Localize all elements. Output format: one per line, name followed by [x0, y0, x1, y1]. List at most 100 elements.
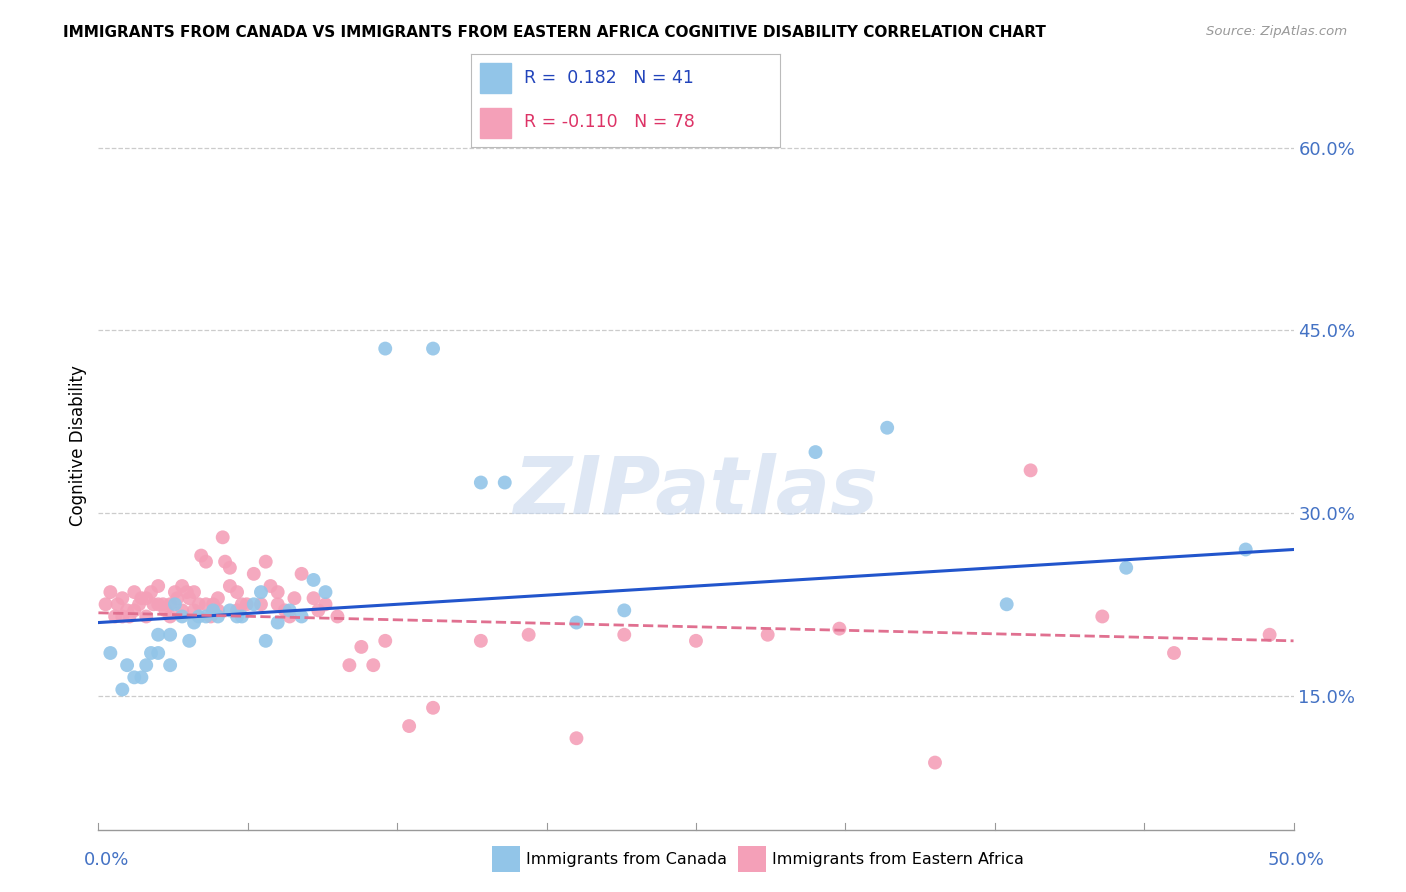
Point [267, 585, 290, 599]
Point [267, 597, 290, 611]
Y-axis label: Cognitive Disability: Cognitive Disability [69, 366, 87, 526]
Point [231, 597, 253, 611]
Point [1091, 609, 1114, 624]
Point [278, 609, 301, 624]
Point [159, 658, 181, 673]
Point [214, 555, 236, 569]
Point [139, 646, 162, 660]
Point [179, 591, 201, 606]
Point [254, 633, 277, 648]
Point [155, 603, 177, 617]
Point [131, 670, 153, 684]
Point [179, 633, 201, 648]
Point [183, 585, 205, 599]
Point [274, 603, 297, 617]
Point [172, 579, 194, 593]
Point [211, 530, 233, 544]
Point [1019, 463, 1042, 477]
Point [135, 591, 157, 606]
Point [302, 573, 325, 587]
Point [207, 591, 229, 606]
Point [202, 597, 225, 611]
Point [250, 597, 273, 611]
Point [1234, 542, 1257, 557]
Point [163, 585, 186, 599]
Point [350, 640, 373, 654]
Point [804, 445, 827, 459]
Point [98, 646, 122, 660]
Text: R = -0.110   N = 78: R = -0.110 N = 78 [523, 113, 695, 131]
Text: Source: ZipAtlas.com: Source: ZipAtlas.com [1206, 25, 1347, 38]
Point [111, 682, 134, 697]
Point [254, 555, 277, 569]
Point [207, 603, 229, 617]
Point [291, 609, 314, 624]
Point [470, 475, 492, 490]
Point [315, 585, 337, 599]
Point [135, 658, 157, 673]
Point [1115, 561, 1137, 575]
Point [107, 597, 129, 611]
Point [219, 561, 242, 575]
Point [315, 597, 337, 611]
Point [187, 609, 209, 624]
Point [685, 633, 707, 648]
Point [176, 585, 198, 599]
Point [187, 597, 209, 611]
Point [124, 670, 146, 684]
Point [183, 603, 205, 617]
Point [250, 585, 273, 599]
Point [283, 591, 305, 606]
Bar [481, 63, 512, 93]
Point [374, 342, 396, 356]
Point [374, 633, 396, 648]
Point [118, 609, 141, 624]
Bar [481, 108, 512, 138]
Point [111, 591, 134, 606]
Point [1163, 646, 1185, 660]
Text: 50.0%: 50.0% [1268, 851, 1324, 869]
Point [231, 609, 253, 624]
Point [172, 603, 194, 617]
Point [243, 597, 266, 611]
Point [159, 609, 181, 624]
Text: IMMIGRANTS FROM CANADA VS IMMIGRANTS FROM EASTERN AFRICA COGNITIVE DISABILITY CO: IMMIGRANTS FROM CANADA VS IMMIGRANTS FRO… [63, 25, 1046, 40]
Point [1258, 628, 1281, 642]
Point [235, 597, 257, 611]
Point [494, 475, 516, 490]
Point [565, 731, 588, 746]
Point [135, 609, 157, 624]
Point [94, 597, 117, 611]
Text: ZIPatlas: ZIPatlas [513, 453, 879, 531]
Point [226, 609, 249, 624]
Point [172, 609, 194, 624]
Point [363, 658, 385, 673]
Point [207, 609, 229, 624]
Point [995, 597, 1018, 611]
Point [339, 658, 361, 673]
Point [195, 597, 218, 611]
Point [470, 633, 492, 648]
Point [115, 603, 138, 617]
Point [128, 597, 150, 611]
Point [163, 597, 186, 611]
Point [124, 585, 146, 599]
Point [139, 585, 162, 599]
Point [131, 591, 153, 606]
Point [924, 756, 946, 770]
Point [398, 719, 420, 733]
Point [243, 566, 266, 581]
Point [148, 628, 170, 642]
Point [183, 615, 205, 630]
Point [152, 597, 174, 611]
Point [613, 603, 636, 617]
Point [195, 609, 218, 624]
Point [195, 555, 218, 569]
Point [307, 603, 329, 617]
Point [166, 591, 188, 606]
Point [756, 628, 779, 642]
Text: R =  0.182   N = 41: R = 0.182 N = 41 [523, 70, 693, 87]
Point [148, 646, 170, 660]
Text: Immigrants from Canada: Immigrants from Canada [526, 853, 727, 867]
Point [278, 603, 301, 617]
